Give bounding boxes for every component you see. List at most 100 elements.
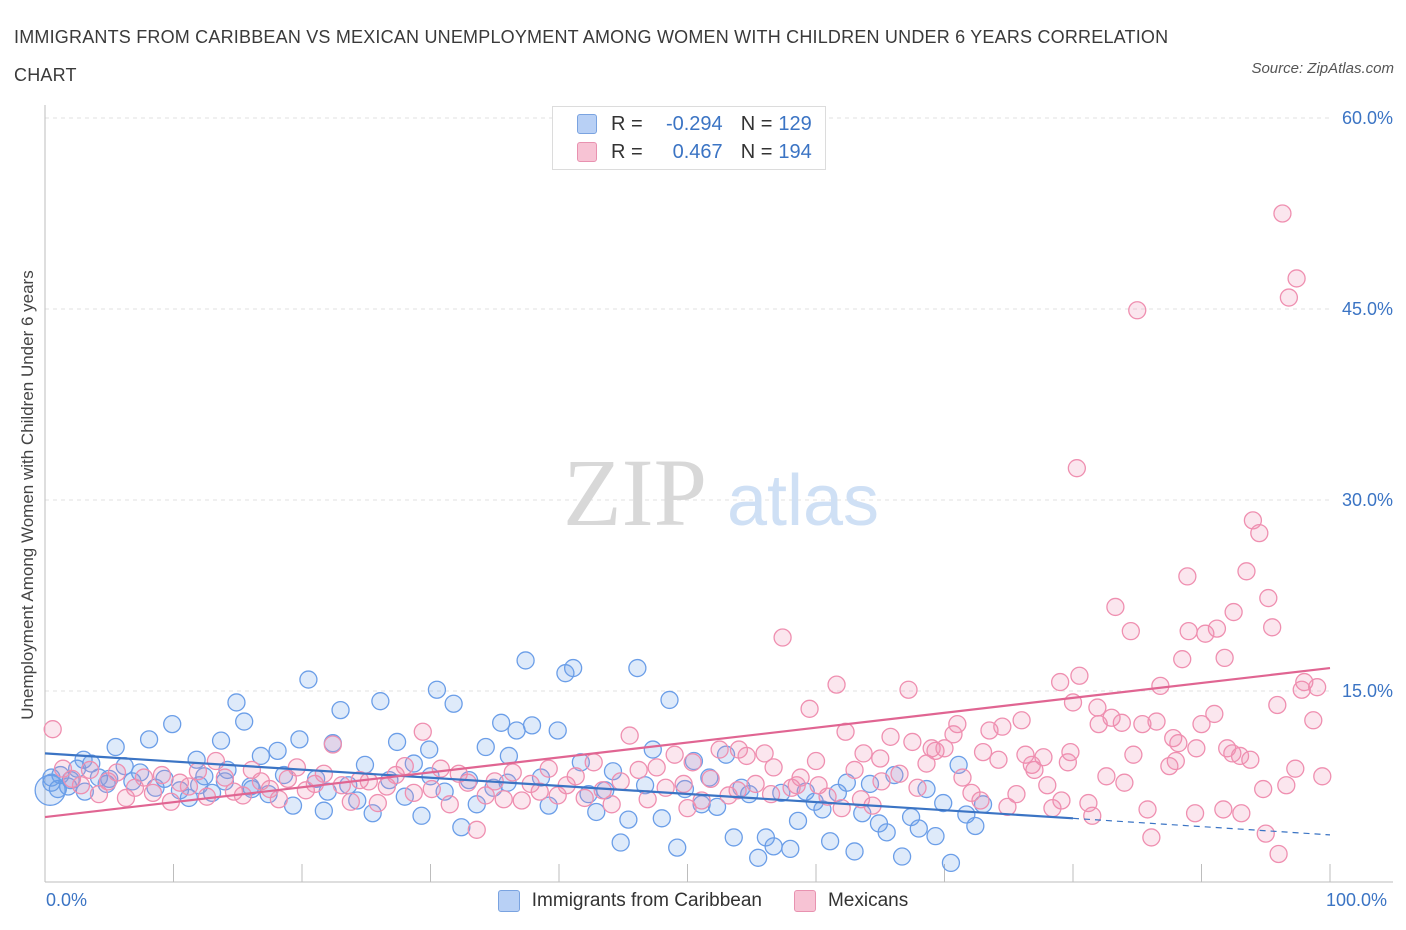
point-mexican xyxy=(323,735,342,754)
point-mexican xyxy=(170,773,190,792)
point-mexican xyxy=(548,786,567,805)
point-mexican xyxy=(1178,567,1197,586)
n-value: 129 xyxy=(778,112,812,135)
point-caribbean xyxy=(34,774,66,806)
point-mexican xyxy=(872,772,891,791)
point-caribbean xyxy=(314,801,333,820)
point-caribbean xyxy=(845,842,864,861)
point-mexican xyxy=(341,792,360,811)
point-caribbean xyxy=(139,730,159,749)
point-mexican xyxy=(413,722,432,741)
point-caribbean xyxy=(860,774,880,794)
point-mexican xyxy=(1097,767,1116,786)
point-caribbean xyxy=(106,737,125,757)
point-mexican xyxy=(746,774,765,794)
point-mexican xyxy=(422,779,441,799)
point-mexican xyxy=(494,790,513,809)
point-caribbean xyxy=(611,833,630,852)
point-mexican xyxy=(620,726,639,745)
point-mexican xyxy=(1128,301,1147,320)
point-caribbean xyxy=(412,806,431,825)
point-mexican xyxy=(602,795,621,814)
point-mexican xyxy=(806,751,826,771)
point-mexican xyxy=(674,774,693,794)
point-mexican xyxy=(871,749,890,768)
point-mexican xyxy=(43,720,62,739)
point-mexican xyxy=(629,760,648,780)
caribbean-swatch xyxy=(577,114,597,134)
point-mexican xyxy=(1263,618,1282,637)
point-mexican xyxy=(899,680,918,699)
point-caribbean xyxy=(563,658,583,678)
point-caribbean xyxy=(966,816,985,836)
point-mexican xyxy=(1025,760,1044,780)
point-caribbean xyxy=(492,713,511,732)
r-value: -0.294 xyxy=(665,112,723,135)
correlation-stats-box: R = -0.294 N = 129 R = 0.467 N = 194 xyxy=(552,106,826,170)
point-mexican xyxy=(908,778,927,797)
legend: Immigrants from Caribbean Mexicans xyxy=(0,890,1406,912)
point-mexican xyxy=(1083,806,1102,825)
point-caribbean xyxy=(251,746,271,766)
point-mexican xyxy=(854,744,873,763)
point-mexican xyxy=(440,795,459,814)
point-mexican xyxy=(944,725,963,744)
point-mexican xyxy=(1313,767,1332,786)
point-caribbean xyxy=(668,838,687,857)
point-caribbean xyxy=(484,778,503,797)
point-caribbean xyxy=(427,680,447,699)
point-mexican xyxy=(1088,698,1107,717)
r-value: 0.467 xyxy=(672,140,723,163)
legend-swatch-caribbean xyxy=(497,890,520,912)
point-mexican xyxy=(539,759,558,778)
point-mexican xyxy=(1147,712,1166,731)
point-caribbean xyxy=(820,832,840,851)
point-mexican xyxy=(1052,791,1071,810)
point-caribbean xyxy=(348,791,367,810)
point-caribbean xyxy=(299,670,318,689)
point-mexican xyxy=(1169,734,1188,753)
point-mexican xyxy=(832,798,851,818)
point-mexican xyxy=(314,764,333,783)
point-mexican xyxy=(1121,622,1140,641)
point-mexican xyxy=(1058,753,1078,772)
chart-title: IMMIGRANTS FROM CARIBBEAN VS MEXICAN UNE… xyxy=(14,27,1169,85)
point-caribbean xyxy=(476,737,495,757)
point-mexican xyxy=(395,756,414,776)
point-mexican xyxy=(80,760,100,780)
point-mexican xyxy=(683,753,702,772)
point-caribbean xyxy=(355,755,375,775)
point-mexican xyxy=(1142,828,1161,847)
legend-label-mexicans: Mexicans xyxy=(827,890,909,911)
point-caribbean xyxy=(522,716,542,735)
point-caribbean xyxy=(163,714,182,734)
legend-item-caribbean: Immigrants from Caribbean xyxy=(497,890,762,912)
watermark-zip: ZIP xyxy=(563,439,707,546)
point-mexican xyxy=(755,744,774,763)
point-mexican xyxy=(1237,562,1256,581)
n-label: N = xyxy=(740,112,773,135)
point-mexican xyxy=(1269,844,1288,864)
point-mexican xyxy=(125,778,145,797)
point-mexican xyxy=(1268,695,1287,715)
point-caribbean xyxy=(781,839,800,859)
stats-row-mexican: R = 0.467 N = 194 xyxy=(577,138,812,166)
n-label: N = xyxy=(740,140,773,163)
point-caribbean xyxy=(539,796,558,815)
legend-item-mexicans: Mexicans xyxy=(793,890,909,912)
point-mexican xyxy=(1185,804,1205,823)
point-mexican xyxy=(665,745,684,764)
y-tick-label: 60.0% xyxy=(1342,108,1393,128)
point-mexican xyxy=(764,758,783,777)
point-mexican xyxy=(359,772,378,791)
point-caribbean xyxy=(700,768,719,787)
point-mexican xyxy=(1287,269,1306,288)
point-mexican xyxy=(1070,666,1089,685)
point-mexican xyxy=(845,760,864,780)
point-mexican xyxy=(728,781,747,800)
point-mexican xyxy=(1279,288,1299,307)
point-caribbean xyxy=(941,853,961,873)
point-mexican xyxy=(1133,714,1152,734)
point-caribbean xyxy=(571,753,590,772)
point-mexican xyxy=(116,788,136,808)
